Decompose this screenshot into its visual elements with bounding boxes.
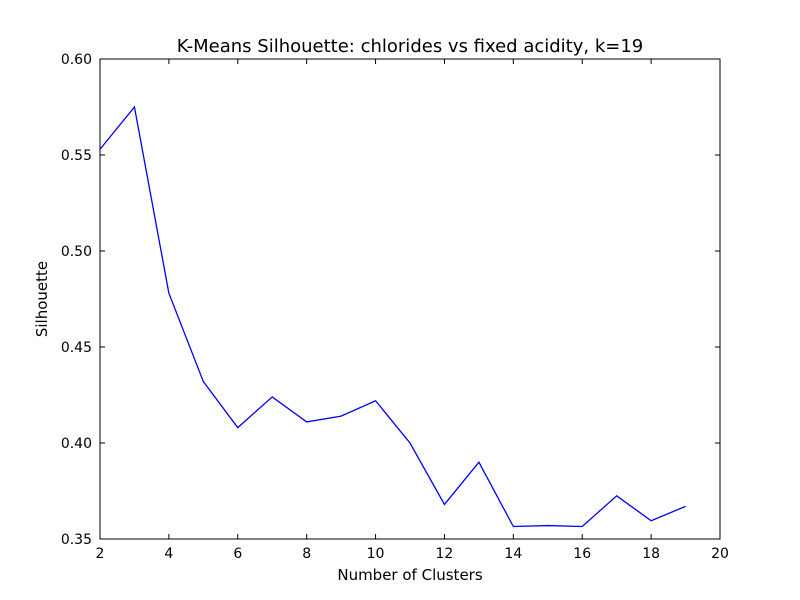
- y-tick-label: 0.35: [61, 532, 92, 548]
- x-tick-label: 14: [504, 546, 522, 562]
- series-line-0: [99, 105, 686, 528]
- y-tick-label: 0.55: [61, 148, 92, 164]
- y-tick-label: 0.40: [61, 436, 92, 452]
- plot-frame: [99, 58, 721, 540]
- y-tick-label: 0.50: [61, 244, 92, 260]
- chart-title: K-Means Silhouette: chlorides vs fixed a…: [177, 36, 644, 57]
- x-tick-label: 16: [573, 546, 591, 562]
- x-tick-label: 8: [302, 546, 311, 562]
- x-tick-label: 4: [164, 546, 173, 562]
- y-tick-label: 0.60: [61, 52, 92, 68]
- y-axis-label: Silhouette: [33, 261, 51, 337]
- x-tick-label: 18: [642, 546, 660, 562]
- x-tick-label: 2: [96, 546, 105, 562]
- x-axis-label: Number of Clusters: [337, 566, 482, 584]
- x-tick-label: 12: [436, 546, 454, 562]
- x-tick-label: 20: [711, 546, 729, 562]
- x-tick-label: 10: [367, 546, 385, 562]
- plot-layer: 2 4 6 8 10 12 14 16 18 20 0.35 0.40 0.45 0.50 0.55 0.60: [61, 52, 729, 562]
- y-tick-label: 0.45: [61, 340, 92, 356]
- x-tick-label: 6: [233, 546, 242, 562]
